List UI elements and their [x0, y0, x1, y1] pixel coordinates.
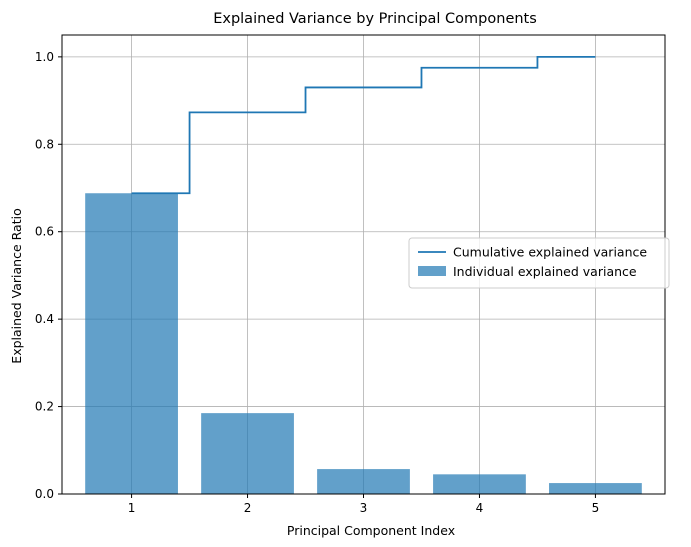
- y-tick-label: 1.0: [35, 50, 54, 64]
- legend-label-cumulative: Cumulative explained variance: [453, 245, 647, 260]
- y-tick-label: 0.0: [35, 487, 54, 501]
- legend-label-individual: Individual explained variance: [453, 264, 637, 279]
- variance-bar: [317, 469, 410, 494]
- x-tick-label: 5: [592, 501, 600, 515]
- y-tick-label: 0.4: [35, 312, 54, 326]
- variance-bar: [201, 413, 294, 494]
- variance-bar: [85, 193, 178, 494]
- y-axis-label: Explained Variance Ratio: [9, 208, 24, 363]
- y-tick-label: 0.8: [35, 137, 54, 151]
- variance-bar: [433, 474, 526, 494]
- chart-title: Explained Variance by Principal Componen…: [213, 11, 537, 27]
- cumulative-step-line: [131, 55, 596, 195]
- cumulative-line-layer: [131, 55, 596, 195]
- legend-bar-swatch: [418, 266, 446, 276]
- variance-bar: [549, 483, 642, 494]
- y-tick-label: 0.2: [35, 400, 54, 414]
- x-tick-label: 2: [244, 501, 252, 515]
- legend-box: [408, 237, 670, 289]
- x-tick-label: 4: [476, 501, 484, 515]
- y-tick-label: 0.6: [35, 225, 54, 239]
- ticks: 1 2 3 4 5 0.0 0.2 0.4 0.6 0.8 1.0: [35, 50, 599, 515]
- x-tick-label: 3: [360, 501, 368, 515]
- x-axis-label: Principal Component Index: [287, 523, 455, 538]
- legend: Cumulative explained variance Individual…: [408, 237, 670, 289]
- bars: [85, 193, 642, 494]
- x-tick-label: 1: [128, 501, 136, 515]
